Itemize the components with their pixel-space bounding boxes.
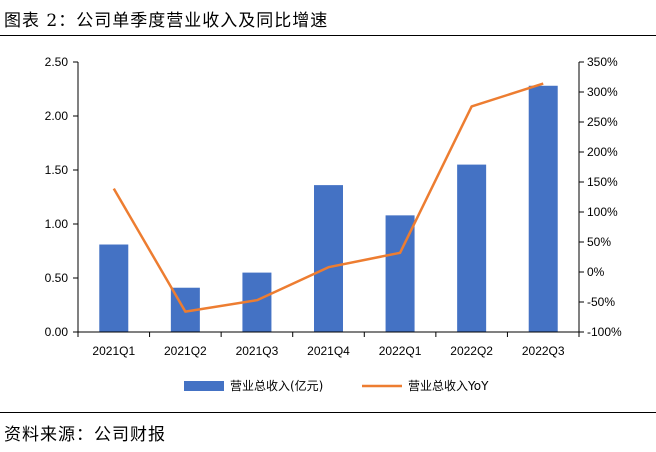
- right-tick-label: 150%: [587, 175, 618, 189]
- right-tick-label: 50%: [587, 235, 611, 249]
- left-tick-label: 1.50: [45, 163, 69, 177]
- title-rule: [0, 35, 656, 36]
- source-rule: [0, 412, 656, 413]
- right-tick-label: -100%: [587, 325, 622, 339]
- bar-2022Q2: [457, 164, 487, 332]
- right-tick-label: 350%: [587, 55, 618, 69]
- legend: 营业总收入(亿元) 营业总收入YoY: [184, 378, 489, 393]
- left-tick-label: 0.50: [45, 271, 69, 285]
- figure-title: 图表 2：公司单季度营业收入及同比增速: [4, 11, 329, 31]
- figure-source: 资料来源：公司财报: [4, 425, 166, 445]
- x-tick-label: 2022Q3: [522, 344, 565, 358]
- bar-2021Q1: [99, 244, 129, 332]
- legend-swatch-revenue: [184, 381, 224, 391]
- legend-label-yoy: 营业总收入YoY: [408, 379, 489, 393]
- x-tick-label: 2021Q4: [307, 344, 350, 358]
- left-axis: 0.00 0.50 1.00 1.50 2.00 2.50: [45, 55, 79, 339]
- right-tick-label: 250%: [587, 115, 618, 129]
- left-tick-label: 0.00: [45, 325, 69, 339]
- plot-area: [99, 82, 558, 332]
- right-tick-label: 100%: [587, 205, 618, 219]
- x-tick-label: 2021Q3: [236, 344, 279, 358]
- bar-2022Q3: [528, 85, 558, 332]
- right-axis: -100% -50% 0% 50% 100% 150% 200% 250% 300% 350%: [578, 55, 622, 339]
- chart: 0.00 0.50 1.00 1.50 2.00 2.50 -100% -50% 0% 50% 1…: [45, 55, 622, 393]
- left-tick-label: 2.00: [45, 109, 69, 123]
- legend-label-revenue: 营业总收入(亿元): [230, 378, 323, 393]
- x-tick-label: 2021Q2: [164, 344, 207, 358]
- right-tick-label: 300%: [587, 85, 618, 99]
- x-axis: 2021Q1 2021Q2 2021Q3 2021Q4 2022Q1 2022Q2 2022…: [77, 331, 580, 358]
- right-tick-label: 0%: [587, 265, 605, 279]
- x-tick-label: 2022Q2: [450, 344, 493, 358]
- bar-2021Q4: [314, 185, 343, 332]
- x-tick-label: 2021Q1: [92, 344, 135, 358]
- right-tick-label: 200%: [587, 145, 618, 159]
- left-tick-label: 1.00: [45, 217, 69, 231]
- x-tick-label: 2022Q1: [379, 344, 422, 358]
- left-tick-label: 2.50: [45, 55, 69, 69]
- right-tick-label: -50%: [587, 295, 615, 309]
